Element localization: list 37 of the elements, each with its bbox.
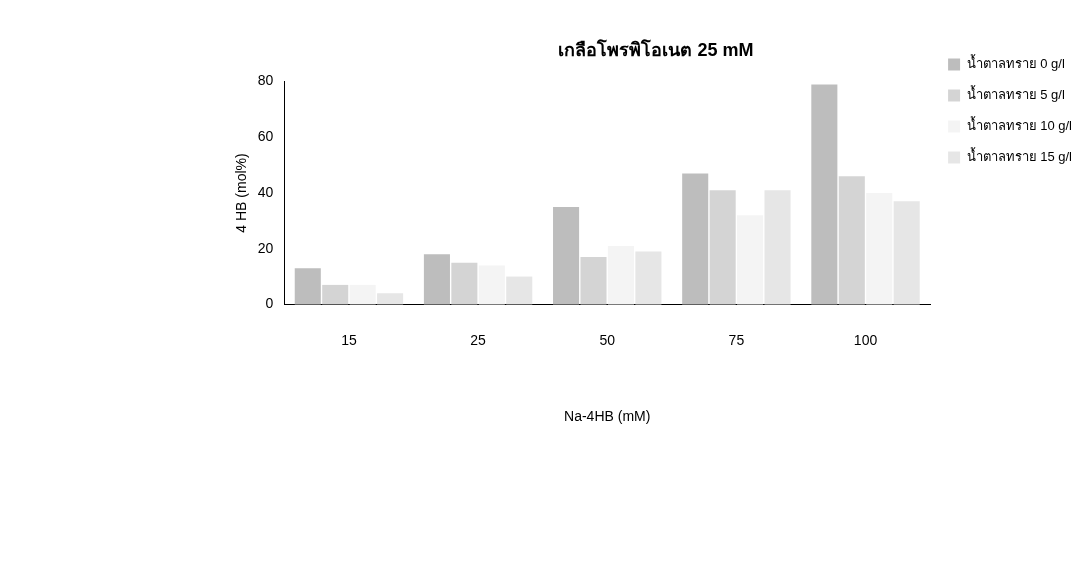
bar (764, 190, 791, 305)
bar (682, 173, 709, 305)
x-tick-label: 25 (470, 331, 487, 348)
x-tick-label: 75 (728, 331, 745, 348)
bar (377, 293, 404, 305)
bar (838, 176, 865, 305)
legend-label: น้ำตาลทราย 0 g/l (966, 54, 1065, 72)
chart-title: เกลือโพรพิโอเนต 25 mM (558, 38, 754, 60)
bar (322, 284, 349, 305)
bar (635, 251, 662, 305)
y-axis-title: 4 HB (mol%) (233, 153, 250, 233)
bar (294, 268, 321, 305)
x-axis-title: Na-4HB (mM) (564, 408, 651, 425)
y-tick-label: 80 (257, 72, 274, 89)
legend-label: น้ำตาลทราย 5 g/l (966, 85, 1065, 103)
legend-label: น้ำตาลทราย 15 g/l (966, 147, 1073, 165)
x-tick-label: 15 (341, 331, 357, 348)
bar (607, 245, 634, 305)
y-tick-label: 20 (257, 239, 274, 256)
x-tick-label: 100 (853, 331, 878, 348)
y-tick-label: 40 (257, 183, 274, 200)
y-tick-label: 0 (265, 295, 274, 312)
bar (893, 201, 920, 305)
bar (451, 262, 478, 305)
bar (349, 284, 376, 305)
bar (553, 206, 580, 305)
x-tick-label: 50 (599, 331, 616, 348)
bar (737, 215, 764, 305)
bar (478, 265, 505, 305)
y-tick-label: 60 (257, 128, 274, 145)
bar (423, 254, 450, 305)
bar (709, 190, 736, 305)
bar (580, 257, 607, 305)
legend-label: น้ำตาลทราย 10 g/l (966, 116, 1073, 134)
bar (506, 276, 533, 305)
bar (811, 84, 838, 305)
bar (866, 193, 893, 305)
